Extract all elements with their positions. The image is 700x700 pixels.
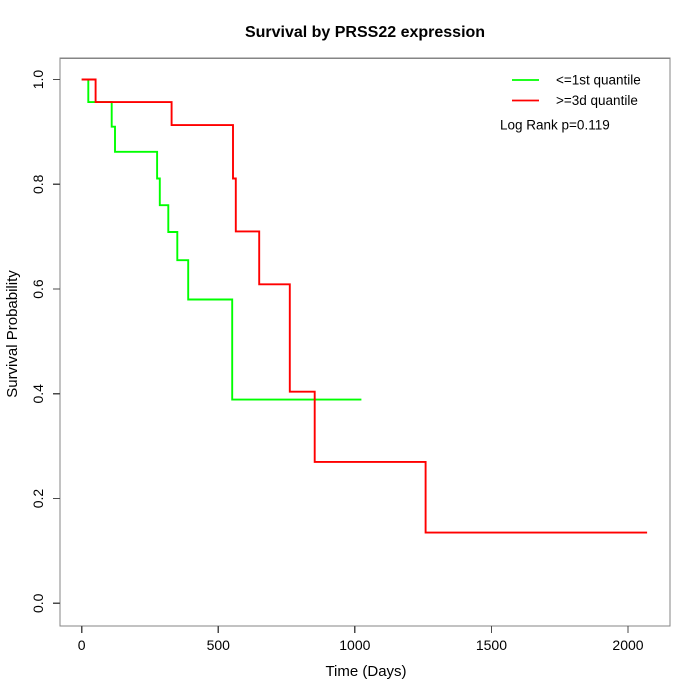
- y-tick-label: 0.0: [30, 593, 46, 613]
- x-tick-label: 500: [207, 637, 231, 653]
- km-curve-series-1: [81, 78, 648, 534]
- x-tick-label: 0: [78, 637, 86, 653]
- legend-label-third-quantile: >=3d quantile: [556, 93, 638, 108]
- y-tick-label: 0.6: [30, 279, 46, 299]
- legend: <=1st quantile >=3d quantile Log Rank p=…: [500, 73, 641, 133]
- y-tick-label: 0.8: [30, 174, 46, 194]
- y-tick-label: 1.0: [30, 70, 46, 90]
- y-tick-labels: 0.0 0.2 0.4 0.6 0.8 1.0: [30, 70, 46, 613]
- x-tick-label: 1000: [339, 637, 370, 653]
- x-tick-label: 1500: [476, 637, 507, 653]
- x-axis-label: Time (Days): [325, 663, 406, 680]
- x-tick-labels: 0 500 1000 1500 2000: [78, 637, 644, 653]
- y-tick-label: 0.4: [30, 384, 46, 404]
- logrank-annotation: Log Rank p=0.119: [500, 118, 610, 133]
- plot-area-border: [59, 57, 671, 627]
- km-curves: [81, 78, 648, 534]
- x-axis: [81, 626, 629, 633]
- chart-title: Survival by PRSS22 expression: [245, 24, 485, 41]
- km-curve-series-0: [81, 78, 362, 401]
- y-tick-label: 0.2: [30, 489, 46, 509]
- x-tick-label: 2000: [612, 637, 643, 653]
- y-axis-label: Survival Probability: [4, 270, 21, 398]
- legend-label-first-quantile: <=1st quantile: [556, 73, 641, 88]
- y-axis: [53, 78, 60, 604]
